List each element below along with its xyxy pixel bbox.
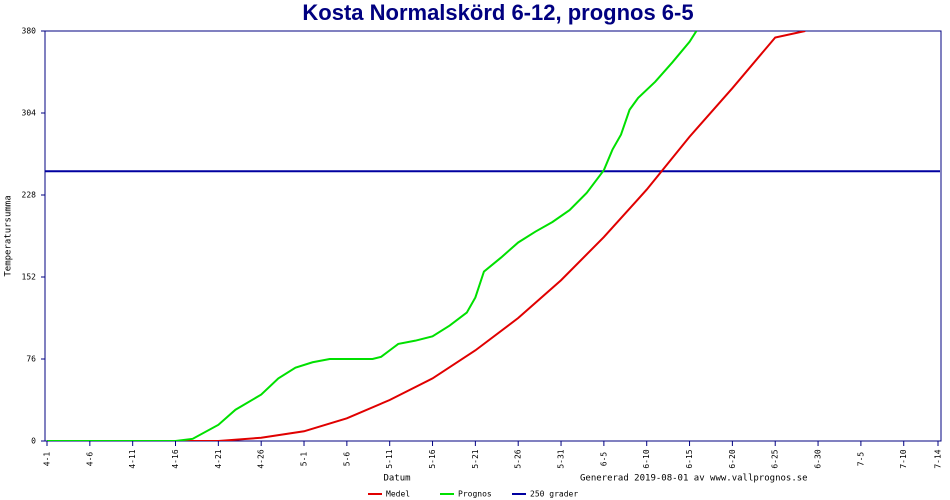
x-tick-label: 6-15 <box>685 449 694 468</box>
x-tick-label: 6-25 <box>771 449 780 468</box>
x-tick-label: 7-5 <box>856 452 865 467</box>
series-line <box>47 31 806 441</box>
legend-label: Medel <box>386 490 410 499</box>
y-tick-label: 0 <box>31 437 36 446</box>
legend-label: 250 grader <box>530 490 578 499</box>
x-tick-label: 6-10 <box>642 449 651 468</box>
y-tick-label: 228 <box>22 191 37 200</box>
x-axis-label: Datum <box>383 474 410 484</box>
x-tick-label: 5-16 <box>428 449 437 468</box>
x-tick-label: 4-11 <box>128 449 137 468</box>
x-tick-label: 5-26 <box>514 449 523 468</box>
legend-label: Prognos <box>458 490 492 499</box>
x-tick-label: 4-21 <box>214 449 223 468</box>
x-tick-label: 6-20 <box>728 449 737 468</box>
series-line <box>47 31 698 441</box>
x-tick-label: 6-30 <box>814 449 823 468</box>
plot-area <box>45 31 940 441</box>
x-tick-label: 7-14 <box>934 449 943 468</box>
x-tick-label: 5-31 <box>557 449 566 468</box>
x-tick-label: 4-26 <box>257 449 266 468</box>
chart-title: Kosta Normalskörd 6-12, prognos 6-5 <box>302 0 693 25</box>
x-tick-label: 4-16 <box>171 449 180 468</box>
x-tick-label: 4-6 <box>85 452 94 467</box>
x-tick-label: 4-1 <box>43 452 52 467</box>
x-tick-label: 5-21 <box>471 449 480 468</box>
x-tick-label: 6-5 <box>599 452 608 467</box>
y-tick-label: 76 <box>26 355 36 364</box>
x-tick-label: 7-10 <box>899 449 908 468</box>
x-tick-label: 5-1 <box>300 452 309 467</box>
annotation: Genererad 2019-08-01 av www.vallprognos.… <box>580 474 808 484</box>
y-tick-label: 380 <box>22 27 37 36</box>
x-tick-label: 5-6 <box>342 452 351 467</box>
x-tick-label: 5-11 <box>385 449 394 468</box>
y-tick-label: 304 <box>22 109 37 118</box>
y-axis-label: Temperatursumma <box>4 195 14 276</box>
y-tick-label: 152 <box>22 273 37 282</box>
plot-frame <box>44 30 942 442</box>
